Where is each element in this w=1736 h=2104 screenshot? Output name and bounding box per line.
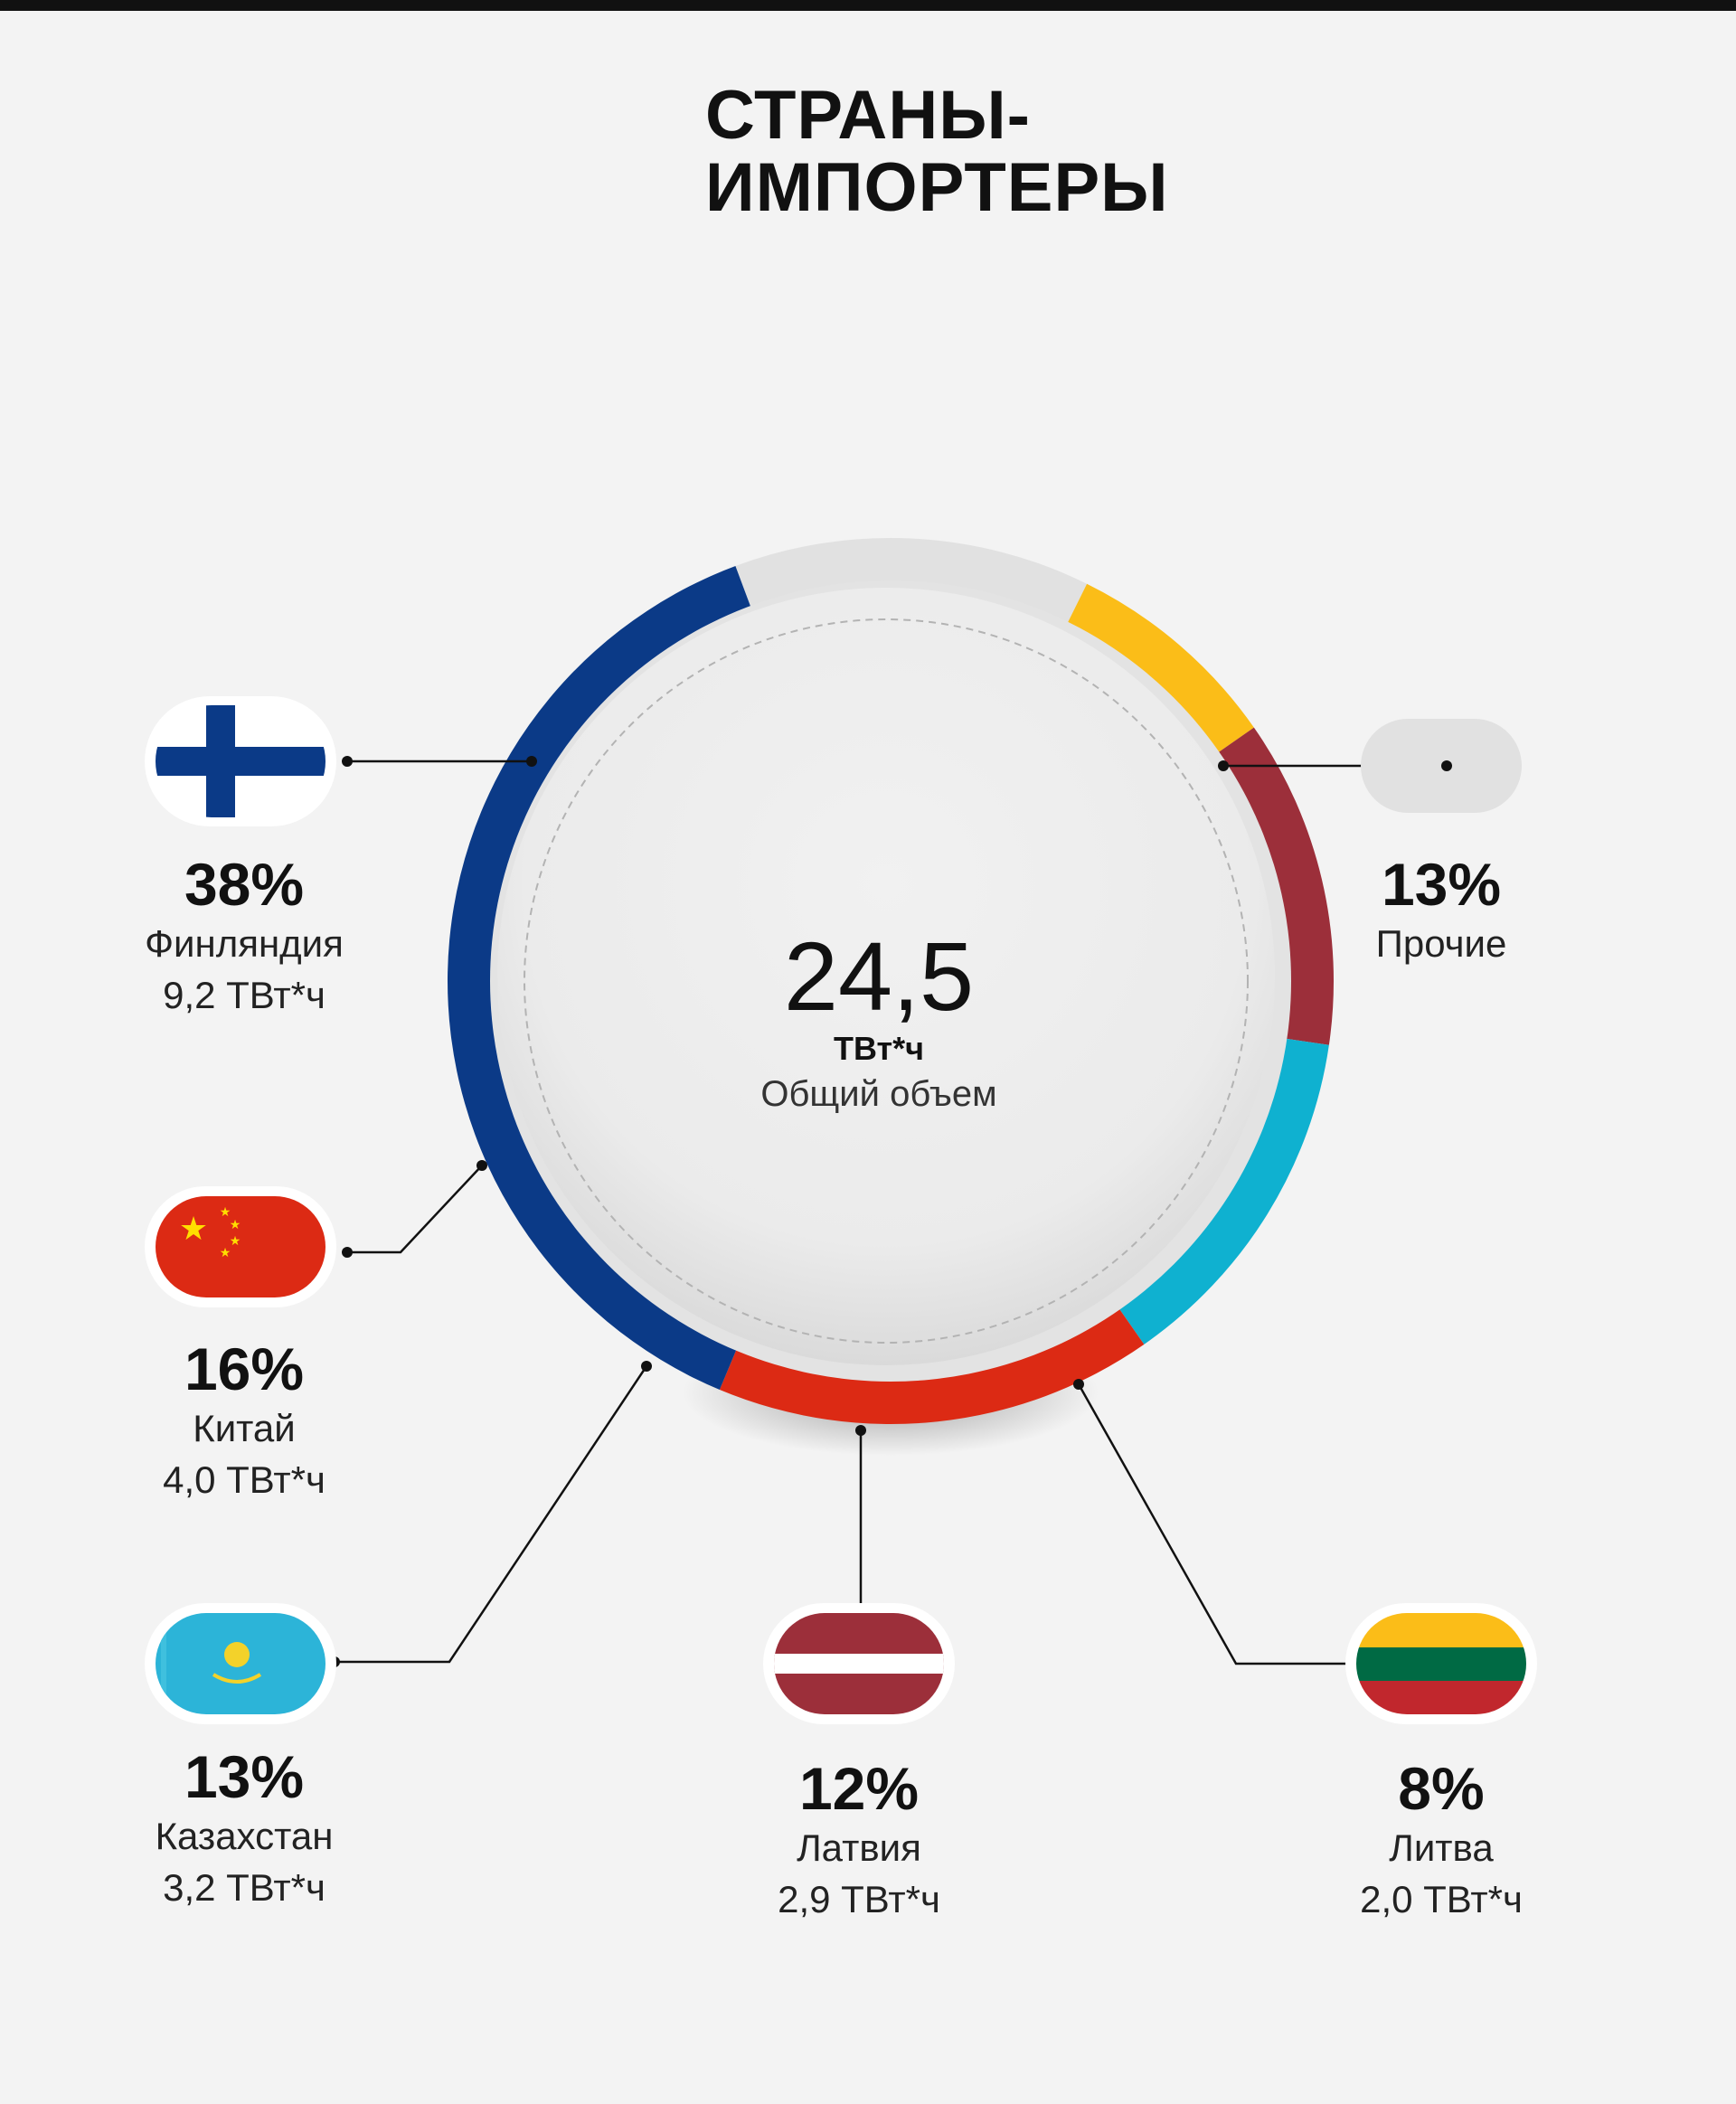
data-label-volume: 9,2 ТВт*ч bbox=[163, 974, 326, 1016]
leader-line-lithuania bbox=[1077, 1383, 1354, 1665]
data-label-volume: 3,2 ТВт*ч bbox=[163, 1866, 326, 1909]
label-lithuania: 8% Литва 2,0 ТВт*ч bbox=[1269, 1754, 1613, 1926]
leader-dot bbox=[641, 1361, 652, 1372]
donut-segment-4 bbox=[1216, 727, 1334, 1045]
data-label-percent: 8% bbox=[1398, 1755, 1485, 1822]
data-label-country: Латвия bbox=[797, 1826, 921, 1869]
donut-segment-3 bbox=[1118, 1038, 1329, 1344]
leader-line-kazakhstan bbox=[335, 1365, 648, 1664]
center-total: 24,5 ТВт*ч Общий объем bbox=[698, 922, 1060, 1121]
kazakhstan-flag-icon bbox=[145, 1603, 336, 1724]
leader-dot bbox=[342, 1247, 353, 1258]
svg-text:★: ★ bbox=[220, 1204, 231, 1219]
leader-dot bbox=[342, 756, 353, 767]
page-title: СТРАНЫ- ИМПОРТЕРЫ bbox=[705, 80, 1169, 224]
data-label-percent: 12% bbox=[798, 1755, 920, 1822]
data-label-volume: 4,0 ТВт*ч bbox=[163, 1458, 326, 1501]
donut-segment-1 bbox=[447, 566, 751, 1391]
label-china: 16% Китай 4,0 ТВт*ч bbox=[72, 1335, 416, 1506]
data-label-volume: 2,9 ТВт*ч bbox=[778, 1878, 940, 1920]
total-value: 24,5 bbox=[783, 921, 975, 1031]
title-line-2: ИМПОРТЕРЫ bbox=[705, 149, 1169, 226]
title-line-1: СТРАНЫ- bbox=[705, 77, 1031, 154]
leader-dot bbox=[1218, 760, 1229, 771]
data-label-volume: 2,0 ТВт*ч bbox=[1360, 1878, 1523, 1920]
label-kazakhstan: 13% Казахстан 3,2 ТВт*ч bbox=[72, 1742, 416, 1914]
label-latvia: 12% Латвия 2,9 ТВт*ч bbox=[687, 1754, 1031, 1926]
donut-dashed-ring bbox=[524, 618, 1249, 1344]
data-label-percent: 16% bbox=[184, 1335, 305, 1402]
svg-text:★: ★ bbox=[220, 1245, 231, 1260]
data-label-percent: 13% bbox=[1381, 851, 1502, 918]
svg-text:★: ★ bbox=[179, 1210, 208, 1247]
label-others: 13% Прочие bbox=[1269, 850, 1613, 969]
leader-dot bbox=[476, 1160, 487, 1171]
donut-segment-2 bbox=[719, 1307, 1145, 1424]
finland-flag-icon bbox=[145, 696, 336, 826]
data-label-percent: 13% bbox=[184, 1743, 305, 1810]
label-finland: 38% Финляндия 9,2 ТВт*ч bbox=[72, 850, 416, 1022]
leader-dot bbox=[1073, 1379, 1084, 1390]
total-caption: Общий объем bbox=[760, 1074, 997, 1114]
leader-dot bbox=[855, 1425, 866, 1436]
donut-segments bbox=[447, 538, 1334, 1424]
svg-text:★: ★ bbox=[230, 1233, 241, 1248]
data-label-country: Китай bbox=[193, 1407, 296, 1449]
lithuania-flag-icon bbox=[1345, 1603, 1537, 1724]
donut-segment-5 bbox=[1066, 583, 1254, 754]
data-label-country: Казахстан bbox=[155, 1815, 334, 1857]
data-label-country: Прочие bbox=[1375, 922, 1507, 965]
top-bar bbox=[0, 0, 1736, 11]
data-label-country: Финляндия bbox=[145, 922, 344, 965]
svg-text:★: ★ bbox=[230, 1217, 241, 1231]
latvia-flag-icon bbox=[763, 1603, 955, 1724]
leader-line-china bbox=[347, 1165, 483, 1254]
china-flag-icon: ★ ★ ★ ★ ★ bbox=[145, 1186, 336, 1307]
data-label-country: Литва bbox=[1389, 1826, 1494, 1869]
total-unit: ТВт*ч bbox=[833, 1030, 925, 1067]
data-label-percent: 38% bbox=[184, 851, 305, 918]
donut-center-disc bbox=[497, 588, 1275, 1365]
leader-dot bbox=[526, 756, 537, 767]
leader-dot bbox=[1441, 760, 1452, 771]
